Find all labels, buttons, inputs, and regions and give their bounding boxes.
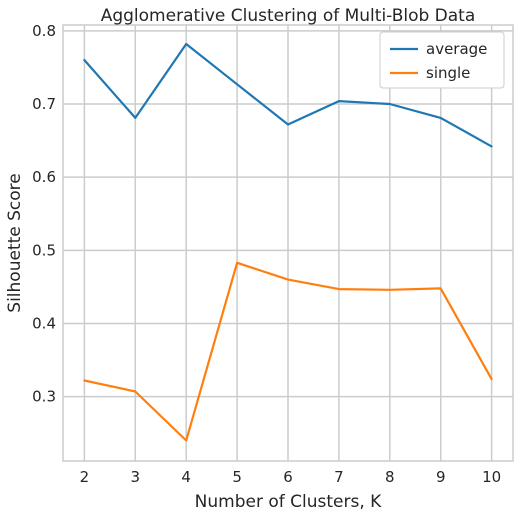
- x-tick-label: 2: [80, 468, 90, 486]
- grid: [63, 25, 513, 461]
- x-tick-label: 4: [181, 468, 191, 486]
- x-tick-label: 5: [232, 468, 242, 486]
- y-tick-labels: 0.3 0.4 0.5 0.6 0.7 0.8: [32, 22, 56, 406]
- x-tick-label: 8: [385, 468, 395, 486]
- x-tick-label: 6: [283, 468, 293, 486]
- x-tick-label: 3: [131, 468, 141, 486]
- series-line-average: [83, 42, 493, 148]
- x-axis-label: Number of Clusters, K: [195, 492, 382, 512]
- y-tick-label: 0.3: [32, 388, 56, 406]
- chart-title: Agglomerative Clustering of Multi-Blob D…: [101, 6, 476, 26]
- legend-label-average: average: [426, 40, 487, 58]
- x-tick-label: 9: [436, 468, 446, 486]
- x-tick-label: 7: [334, 468, 344, 486]
- plot-frame: [62, 24, 514, 462]
- y-tick-label: 0.7: [32, 95, 56, 113]
- y-tick-label: 0.8: [32, 22, 56, 40]
- x-tick-labels: 2 3 4 5 6 7 8 9 10: [80, 468, 502, 486]
- series-line-single: [83, 261, 493, 442]
- legend: average single: [379, 31, 505, 89]
- legend-label-single: single: [426, 64, 470, 82]
- y-tick-label: 0.4: [32, 314, 56, 332]
- series-group: [83, 42, 493, 442]
- y-axis-label: Silhouette Score: [5, 173, 25, 312]
- y-tick-label: 0.5: [32, 241, 56, 259]
- x-tick-label: 10: [482, 468, 501, 486]
- y-tick-label: 0.6: [32, 168, 56, 186]
